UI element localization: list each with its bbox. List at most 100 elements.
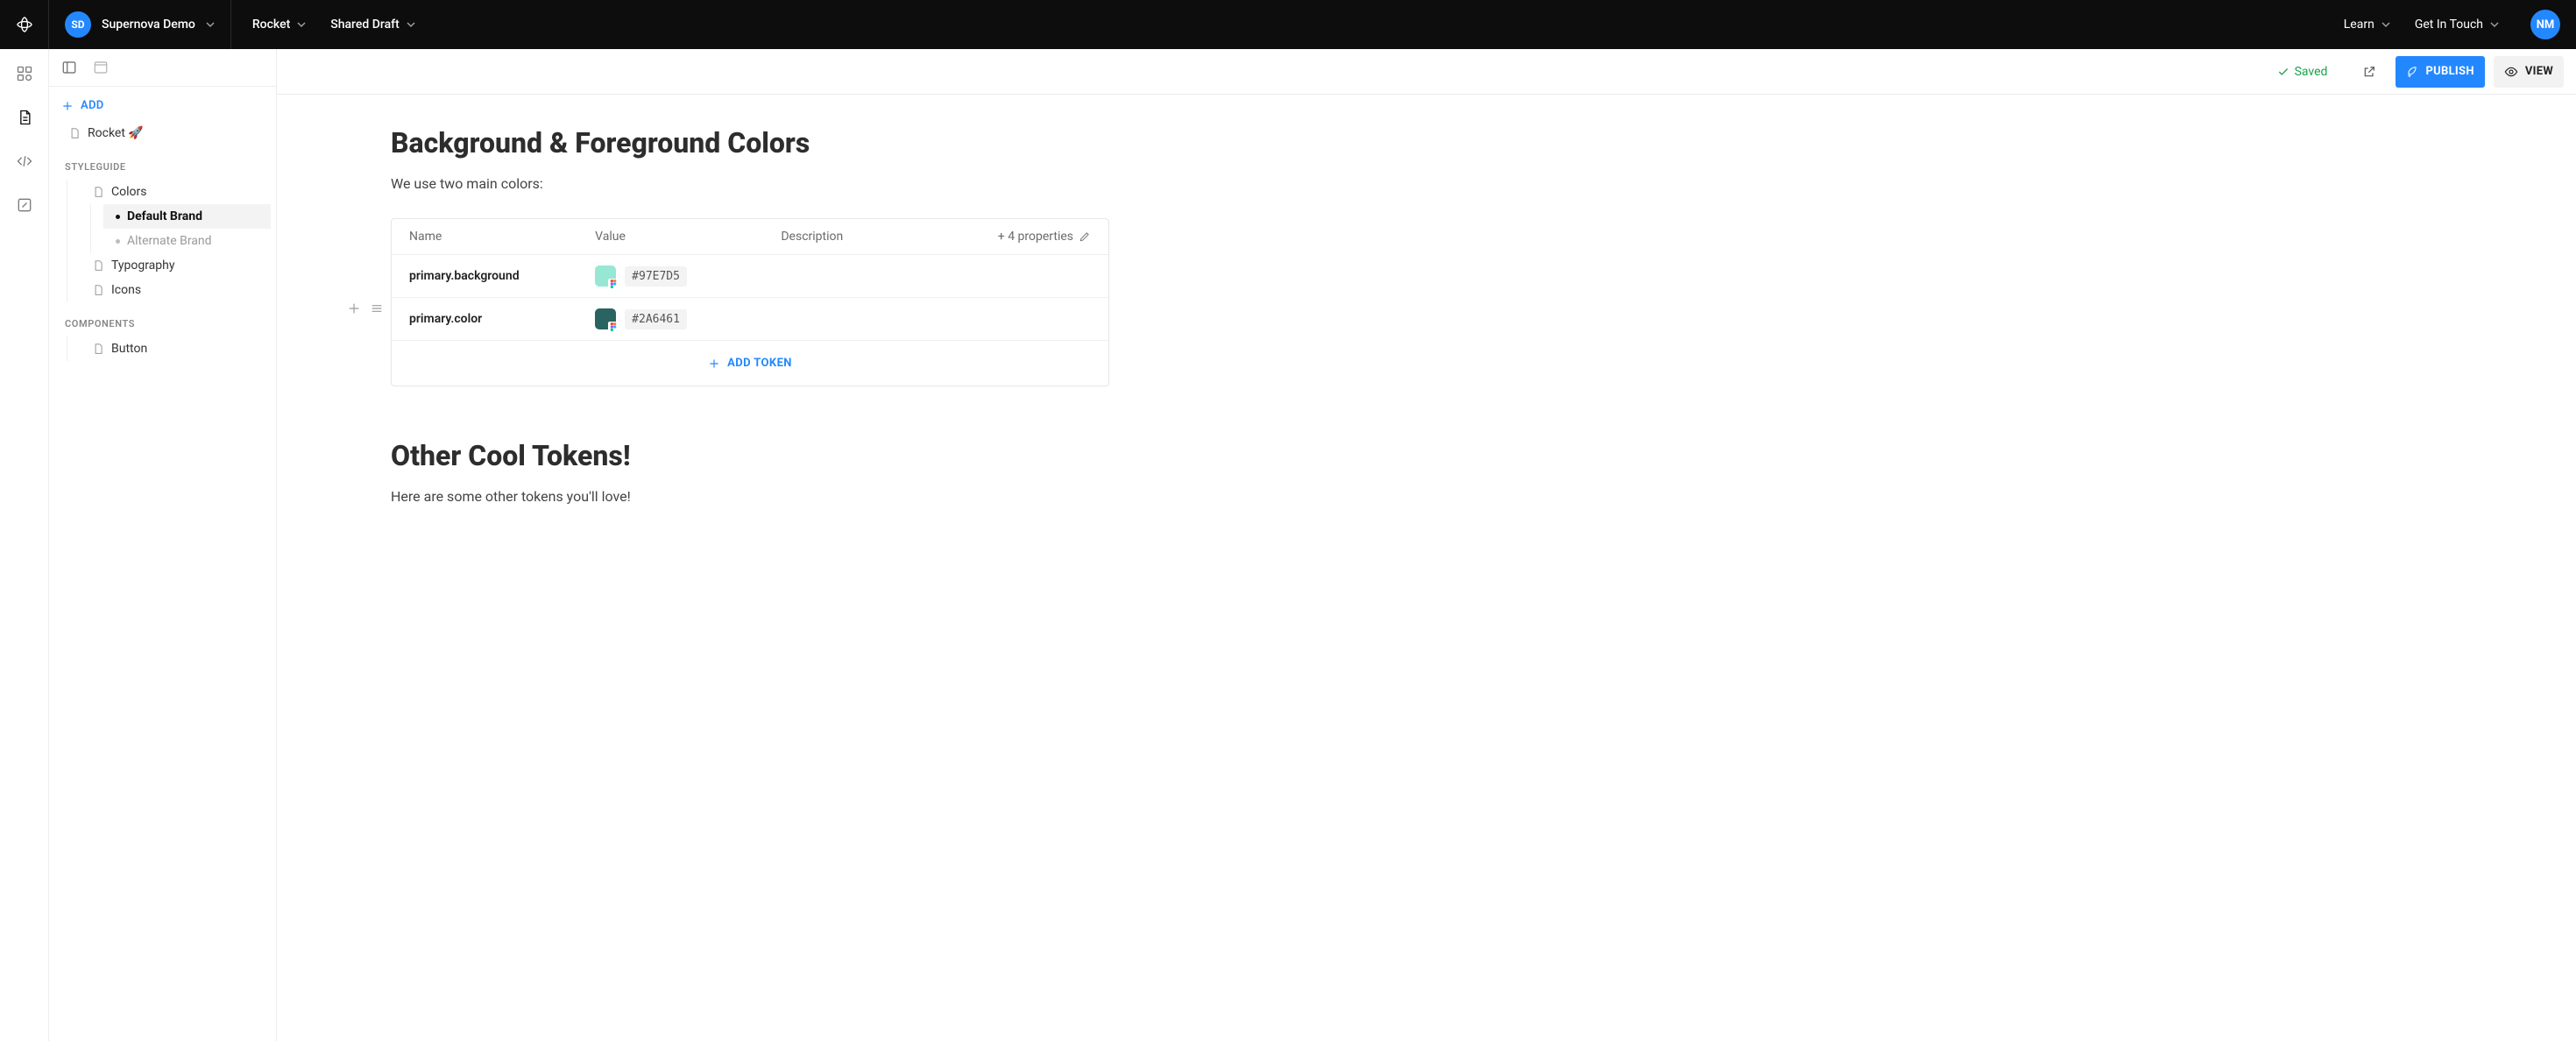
section-styleguide: STYLEGUIDE bbox=[54, 145, 271, 180]
token-name: primary.background bbox=[409, 269, 595, 283]
editor-content[interactable]: Background & Foreground Colors We use tw… bbox=[277, 95, 2576, 1041]
token-name: primary.color bbox=[409, 312, 595, 326]
plus-icon[interactable] bbox=[347, 301, 361, 315]
document-icon[interactable] bbox=[16, 109, 33, 126]
chevron-down-icon bbox=[297, 20, 306, 29]
pencil-icon bbox=[1079, 230, 1091, 243]
editor-toolbar: Saved PUBLISH VIEW bbox=[277, 49, 2576, 95]
tree-colors[interactable]: Colors bbox=[81, 180, 271, 204]
tree-button-label: Button bbox=[111, 342, 147, 356]
page-icon bbox=[92, 284, 104, 296]
chevron-down-icon bbox=[2490, 20, 2499, 29]
token-row[interactable]: primary.color #2A6461 bbox=[392, 298, 1108, 341]
rocket-icon bbox=[2406, 66, 2418, 78]
user-avatar[interactable]: NM bbox=[2530, 10, 2560, 39]
nav-draft-label: Shared Draft bbox=[330, 18, 399, 32]
workspace-switcher[interactable]: SD Supernova Demo bbox=[49, 0, 231, 49]
page-icon bbox=[92, 259, 104, 272]
edit-box-icon[interactable] bbox=[16, 196, 33, 214]
tree-button[interactable]: Button bbox=[81, 336, 271, 361]
page-icon bbox=[92, 343, 104, 355]
topbar-nav: Rocket Shared Draft bbox=[231, 18, 436, 32]
token-hex: #97E7D5 bbox=[625, 266, 687, 287]
page-tree: Rocket 🚀 STYLEGUIDE Colors Default Brand… bbox=[49, 121, 276, 379]
app-logo[interactable] bbox=[0, 0, 49, 49]
workspace-badge: SD bbox=[65, 11, 91, 38]
dashboard-icon[interactable] bbox=[16, 65, 33, 82]
nav-learn[interactable]: Learn bbox=[2344, 18, 2390, 32]
nav-learn-label: Learn bbox=[2344, 18, 2374, 32]
figma-badge-icon bbox=[608, 279, 619, 289]
list-icon[interactable] bbox=[370, 301, 384, 315]
nav-contact-label: Get In Touch bbox=[2415, 18, 2483, 32]
supernova-logo-icon bbox=[15, 15, 34, 34]
plus-icon bbox=[708, 358, 720, 370]
nav-project[interactable]: Rocket bbox=[252, 18, 306, 32]
page-icon bbox=[92, 186, 104, 198]
tree-root[interactable]: Rocket 🚀 bbox=[58, 121, 271, 145]
col-properties[interactable]: + 4 properties bbox=[936, 230, 1091, 244]
bullet-icon bbox=[116, 215, 120, 219]
panel-new-icon[interactable] bbox=[93, 60, 109, 75]
tree-default-brand[interactable]: Default Brand bbox=[103, 204, 271, 229]
page-intro[interactable]: We use two main colors: bbox=[391, 175, 1109, 192]
section-title[interactable]: Other Cool Tokens! bbox=[391, 439, 1109, 472]
code-icon[interactable] bbox=[16, 152, 33, 170]
view-button[interactable]: VIEW bbox=[2494, 56, 2564, 88]
save-status-label: Saved bbox=[2295, 65, 2328, 79]
chevron-down-icon bbox=[206, 20, 215, 29]
figma-badge-icon bbox=[608, 322, 619, 332]
sidebar-view-controls bbox=[49, 49, 276, 87]
add-token-label: ADD TOKEN bbox=[727, 357, 792, 370]
tree-default-brand-label: Default Brand bbox=[127, 209, 202, 223]
add-label: ADD bbox=[81, 99, 104, 112]
view-label: VIEW bbox=[2525, 65, 2553, 78]
check-icon bbox=[2277, 66, 2289, 78]
tree-icons[interactable]: Icons bbox=[81, 278, 271, 302]
plus-icon bbox=[61, 100, 74, 112]
nav-contact[interactable]: Get In Touch bbox=[2415, 18, 2499, 32]
eye-icon bbox=[2504, 65, 2518, 79]
page-title[interactable]: Background & Foreground Colors bbox=[391, 126, 1109, 159]
col-value: Value bbox=[595, 230, 781, 244]
open-external-button[interactable] bbox=[2352, 56, 2387, 88]
bullet-icon bbox=[116, 239, 120, 244]
topbar: SD Supernova Demo Rocket Shared Draft Le… bbox=[0, 0, 2576, 49]
token-table-header: Name Value Description + 4 properties bbox=[392, 219, 1108, 255]
tree-alternate-brand-label: Alternate Brand bbox=[127, 234, 212, 248]
tree-typography-label: Typography bbox=[111, 258, 174, 273]
col-properties-label: + 4 properties bbox=[998, 230, 1073, 244]
token-table: Name Value Description + 4 properties pr… bbox=[391, 218, 1109, 386]
chevron-down-icon bbox=[407, 20, 415, 29]
workspace-name: Supernova Demo bbox=[102, 18, 195, 32]
tree-root-label: Rocket 🚀 bbox=[88, 126, 144, 140]
tree-icons-label: Icons bbox=[111, 283, 141, 297]
add-page-button[interactable]: ADD bbox=[49, 87, 276, 121]
token-hex: #2A6461 bbox=[625, 309, 687, 329]
tree-alternate-brand[interactable]: Alternate Brand bbox=[103, 229, 271, 253]
chevron-down-icon bbox=[2381, 20, 2390, 29]
external-link-icon bbox=[2362, 65, 2376, 79]
token-row[interactable]: primary.background #97E7D5 bbox=[392, 255, 1108, 298]
token-value: #2A6461 bbox=[595, 308, 781, 329]
main-area: Saved PUBLISH VIEW Background & Foregrou… bbox=[277, 49, 2576, 1041]
block-gutter-controls bbox=[347, 301, 384, 315]
section-intro[interactable]: Here are some other tokens you'll love! bbox=[391, 488, 1109, 505]
col-description: Description bbox=[781, 230, 936, 244]
sidebar: ADD Rocket 🚀 STYLEGUIDE Colors Default B… bbox=[49, 49, 277, 1041]
save-status: Saved bbox=[2277, 65, 2328, 79]
add-token-button[interactable]: ADD TOKEN bbox=[392, 341, 1108, 386]
tree-colors-label: Colors bbox=[111, 185, 146, 199]
nav-project-label: Rocket bbox=[252, 18, 290, 32]
page-icon bbox=[68, 127, 81, 139]
panel-left-icon[interactable] bbox=[61, 60, 77, 75]
section-components: COMPONENTS bbox=[54, 302, 271, 336]
nav-draft[interactable]: Shared Draft bbox=[330, 18, 414, 32]
publish-label: PUBLISH bbox=[2425, 65, 2473, 78]
publish-button[interactable]: PUBLISH bbox=[2396, 56, 2484, 88]
icon-rail bbox=[0, 49, 49, 1041]
token-value: #97E7D5 bbox=[595, 266, 781, 287]
tree-typography[interactable]: Typography bbox=[81, 253, 271, 278]
topbar-right: Learn Get In Touch NM bbox=[2328, 10, 2576, 39]
col-name: Name bbox=[409, 230, 595, 244]
